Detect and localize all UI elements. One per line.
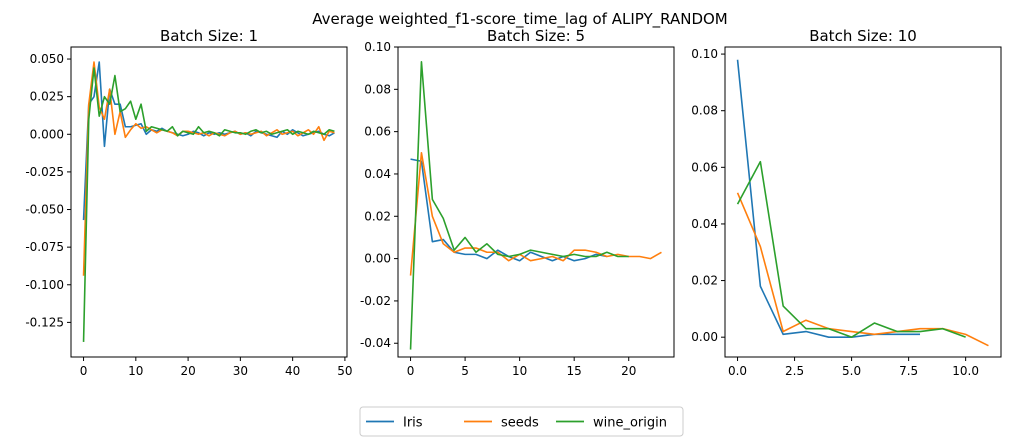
- y-tick-label: 0.06: [364, 125, 391, 139]
- y-tick-label: 0.08: [691, 104, 718, 118]
- y-tick-label: 0.10: [691, 47, 718, 61]
- y-tick-label: 0.04: [364, 167, 391, 181]
- x-tick-label: 10.0: [952, 364, 979, 378]
- subplot-1: Batch Size: 1 0 10 20 30 40 50 -0.125 -0.100 -0.0…: [25, 27, 352, 378]
- series-line-wine-origin: [736, 160, 966, 338]
- series-line-seeds: [409, 152, 662, 276]
- y-tick-label: 0.02: [691, 274, 718, 288]
- y-tick-label: 0.050: [30, 52, 64, 66]
- x-tick-label: 5.0: [842, 364, 861, 378]
- legend-label: wine_origin: [593, 416, 667, 431]
- y-tick-label: -0.100: [25, 278, 64, 292]
- legend-label: Iris: [403, 416, 423, 431]
- axes-frame: [70, 46, 348, 358]
- x-tick-label: 7.5: [899, 364, 918, 378]
- y-tick-label: 0.06: [691, 160, 718, 174]
- series-line-iris: [410, 158, 608, 262]
- y-tick-label: -0.075: [25, 240, 64, 254]
- subplot-title: Batch Size: 5: [487, 27, 585, 45]
- axes-frame: [397, 46, 675, 358]
- x-tick-label: 10: [128, 364, 143, 378]
- subplot-title: Batch Size: 10: [809, 27, 917, 45]
- legend-label: seeds: [501, 416, 539, 431]
- x-tick-label: 5: [461, 364, 469, 378]
- chart-legend: Iris seeds wine_origin: [359, 406, 684, 437]
- y-tick-label: 0.10: [364, 40, 391, 54]
- y-tick-label: 0.02: [364, 209, 391, 223]
- subplot-2: Batch Size: 5 0 5 10 15 20 -0.04 -0.02 0.00 0.02 0…: [360, 27, 675, 378]
- series-line-iris: [82, 61, 335, 221]
- y-tick-label: 0.08: [364, 82, 391, 96]
- chart-panels: Batch Size: 10 10 20 30 40 50-0.125-0.100-0.0…: [25, 27, 1002, 378]
- x-tick-label: 30: [233, 364, 248, 378]
- y-tick-label: -0.125: [25, 315, 64, 329]
- x-tick-label: 2.5: [785, 364, 804, 378]
- series-line-seeds: [736, 192, 989, 347]
- series-line-seeds: [82, 61, 335, 276]
- x-tick-label: 50: [337, 364, 352, 378]
- series-line-wine-origin: [409, 61, 629, 350]
- y-tick-label: 0.00: [364, 252, 391, 266]
- subplot-3: Batch Size: 10 0.0 2.5 5.0 7.5 10.0 0.00 0.02 0.…: [691, 27, 1002, 378]
- x-tick-label: 0.0: [728, 364, 747, 378]
- x-tick-label: 15: [567, 364, 582, 378]
- y-tick-label: -0.02: [360, 294, 391, 308]
- axes-frame: [724, 46, 1002, 358]
- x-tick-label: 0: [407, 364, 415, 378]
- legend-box: [359, 406, 684, 437]
- x-tick-label: 10: [512, 364, 527, 378]
- x-tick-label: 20: [621, 364, 636, 378]
- y-tick-label: 0.00: [691, 330, 718, 344]
- subplot-title: Batch Size: 1: [160, 27, 258, 45]
- y-tick-label: 0.025: [30, 90, 64, 104]
- x-tick-label: 0: [80, 364, 88, 378]
- x-tick-label: 20: [180, 364, 195, 378]
- figure-suptitle: Average weighted_f1-score_time_lag of AL…: [312, 10, 728, 29]
- series-line-iris: [736, 59, 921, 338]
- y-tick-label: 0.04: [691, 217, 718, 231]
- y-tick-label: -0.050: [25, 203, 64, 217]
- series-line-wine-origin: [82, 67, 335, 342]
- y-tick-label: 0.000: [30, 127, 64, 141]
- y-tick-label: -0.025: [25, 165, 64, 179]
- x-tick-label: 40: [285, 364, 300, 378]
- y-tick-label: -0.04: [360, 336, 391, 350]
